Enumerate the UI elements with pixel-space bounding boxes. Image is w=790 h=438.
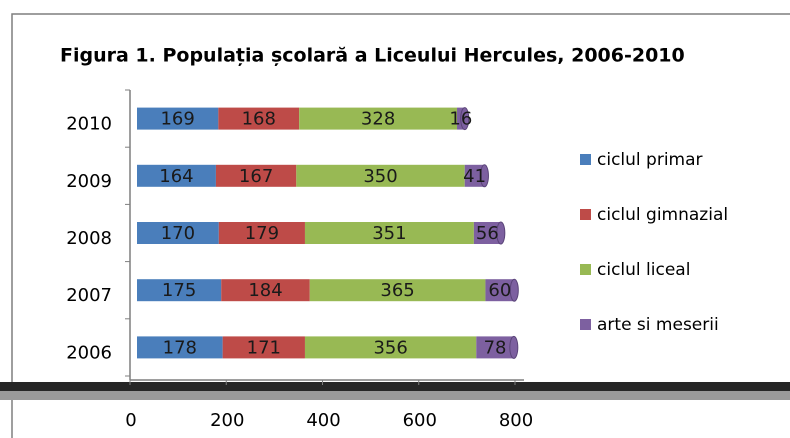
data-label: 356 <box>373 337 407 358</box>
bar-segment <box>473 222 501 244</box>
data-label: 78 <box>484 337 507 358</box>
bar-segment <box>218 222 305 244</box>
bar-segment <box>464 164 485 187</box>
data-label: 167 <box>239 166 273 187</box>
data-label: 365 <box>380 280 414 301</box>
legend-label: ciclul primar <box>597 150 703 170</box>
x-tick-label: 200 <box>210 410 244 431</box>
bar-cap <box>460 107 470 131</box>
y-tick-label: 2010 <box>66 114 112 135</box>
legend-label: ciclul liceal <box>597 260 690 280</box>
data-label: 350 <box>363 166 397 187</box>
bar-segment <box>222 336 305 359</box>
data-label: 168 <box>242 109 276 130</box>
bar-segment <box>304 336 477 359</box>
data-label: 60 <box>488 280 511 301</box>
data-label: 171 <box>247 337 281 358</box>
x-tick-label: 400 <box>306 410 340 431</box>
legend-swatch <box>580 154 591 165</box>
bar-segment <box>476 336 514 359</box>
bar-segment <box>137 164 216 187</box>
y-tick-label: 2009 <box>66 171 112 192</box>
bar-segment <box>304 222 474 244</box>
x-tick-label: 800 <box>499 410 533 431</box>
data-label: 175 <box>162 280 196 301</box>
bar-cap <box>509 278 519 302</box>
data-label: 328 <box>361 109 395 130</box>
bar-segment <box>137 222 219 244</box>
bar-segment <box>218 107 300 130</box>
legend-swatch <box>580 209 591 220</box>
bar-cap <box>479 164 489 188</box>
bar-segment <box>215 164 297 187</box>
chart-frame <box>11 13 790 387</box>
data-label: 16 <box>449 109 472 130</box>
x-tick-label: 600 <box>403 410 437 431</box>
bar-segment <box>296 164 465 187</box>
bar-cap <box>509 335 519 359</box>
bar-segment <box>137 107 219 130</box>
data-label: 351 <box>372 223 406 244</box>
data-label: 56 <box>476 223 499 244</box>
y-tick-label: 2007 <box>66 285 112 306</box>
bar-segment <box>309 279 486 302</box>
data-label: 170 <box>161 223 195 244</box>
data-label: 184 <box>248 280 282 301</box>
legend-swatch <box>580 319 591 330</box>
window-divider <box>0 382 790 391</box>
y-tick-label: 2008 <box>66 228 112 249</box>
bar-segment <box>485 279 515 302</box>
legend-label: ciclul gimnazial <box>597 205 728 225</box>
bar-segment <box>221 279 310 302</box>
y-tick-label: 2006 <box>66 342 112 363</box>
bar-segment <box>137 279 222 302</box>
legend-label: arte si meserii <box>597 315 719 335</box>
bar-segment <box>137 336 223 359</box>
legend-swatch <box>580 264 591 275</box>
data-label: 179 <box>245 223 279 244</box>
data-label: 178 <box>163 337 197 358</box>
data-label: 41 <box>463 166 486 187</box>
chart-title: Figura 1. Populația școlară a Liceului H… <box>60 45 685 67</box>
x-tick-label: 0 <box>125 410 136 431</box>
bar-cap <box>496 221 506 245</box>
data-label: 169 <box>160 109 194 130</box>
data-label: 164 <box>159 166 193 187</box>
window-divider-shade <box>0 391 790 400</box>
bar-segment <box>299 107 458 130</box>
